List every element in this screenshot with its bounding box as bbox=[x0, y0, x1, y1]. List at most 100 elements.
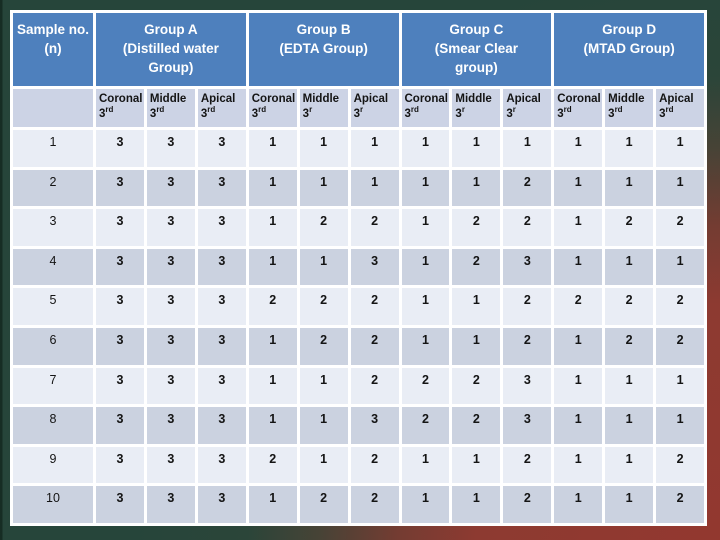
data-cell: 3 bbox=[197, 446, 246, 484]
data-cell: 3 bbox=[197, 327, 246, 365]
data-cell: 1 bbox=[554, 209, 603, 246]
data-cell: 1 bbox=[605, 367, 654, 405]
data-cell: 1 bbox=[656, 367, 704, 405]
data-cell: 3 bbox=[146, 407, 195, 444]
data-cell: 1 bbox=[554, 446, 603, 484]
subheader-g2-middle: Middle 3r bbox=[299, 89, 348, 127]
data-cell: 3 bbox=[146, 288, 195, 325]
data-cell: 1 bbox=[656, 130, 704, 167]
data-cell: 1 bbox=[248, 367, 297, 405]
data-cell: 3 bbox=[146, 367, 195, 405]
data-cell: 2 bbox=[605, 288, 654, 325]
data-cell: 2 bbox=[503, 169, 552, 207]
data-cell: 1 bbox=[503, 130, 552, 167]
data-cell: 1 bbox=[605, 130, 654, 167]
data-cell: 1 bbox=[656, 248, 704, 286]
subheader-g3-coronal: Coronal 3rd bbox=[401, 89, 450, 127]
data-cell: 1 bbox=[605, 169, 654, 207]
data-cell: 2 bbox=[656, 288, 704, 325]
data-cell: 2 bbox=[452, 248, 501, 286]
data-cell: 1 bbox=[401, 486, 450, 523]
sample-cell: 8 bbox=[13, 407, 93, 444]
data-cell: 2 bbox=[350, 367, 399, 405]
data-cell: 1 bbox=[554, 367, 603, 405]
data-cell: 2 bbox=[656, 446, 704, 484]
data-cell: 3 bbox=[350, 248, 399, 286]
data-cell: 1 bbox=[452, 327, 501, 365]
subheader-g4-apical: Apical 3rd bbox=[656, 89, 704, 127]
data-cell: 2 bbox=[452, 209, 501, 246]
corner-header-line1: Sample no. bbox=[16, 22, 89, 37]
subheader-g1-coronal: Coronal 3rd bbox=[96, 89, 144, 127]
data-cell: 3 bbox=[96, 288, 144, 325]
data-cell: 3 bbox=[96, 209, 144, 246]
data-cell: 1 bbox=[605, 407, 654, 444]
data-cell: 1 bbox=[452, 446, 501, 484]
data-cell: 1 bbox=[554, 130, 603, 167]
data-cell: 1 bbox=[401, 130, 450, 167]
group-header-2: Group B (EDTA Group) bbox=[248, 13, 399, 86]
data-cell: 3 bbox=[197, 169, 246, 207]
sample-cell: 2 bbox=[13, 169, 93, 207]
data-cell: 2 bbox=[299, 209, 348, 246]
data-cell: 3 bbox=[197, 407, 246, 444]
data-cell: 2 bbox=[248, 288, 297, 325]
group-header-1: Group A (Distilled water Group) bbox=[96, 13, 246, 86]
data-cell: 2 bbox=[350, 446, 399, 484]
data-cell: 1 bbox=[248, 486, 297, 523]
group-header-4: Group D (MTAD Group) bbox=[554, 13, 704, 86]
data-cell: 3 bbox=[146, 446, 195, 484]
data-cell: 1 bbox=[452, 169, 501, 207]
data-cell: 1 bbox=[248, 327, 297, 365]
data-cell: 1 bbox=[248, 248, 297, 286]
data-cell: 1 bbox=[554, 407, 603, 444]
data-cell: 1 bbox=[350, 169, 399, 207]
subheader-g2-coronal: Coronal 3rd bbox=[248, 89, 297, 127]
data-cell: 1 bbox=[299, 446, 348, 484]
subheader-g1-apical: Apical 3rd bbox=[197, 89, 246, 127]
data-cell: 1 bbox=[401, 209, 450, 246]
data-cell: 1 bbox=[401, 446, 450, 484]
data-cell: 3 bbox=[146, 248, 195, 286]
data-cell: 3 bbox=[146, 169, 195, 207]
data-cell: 2 bbox=[350, 486, 399, 523]
data-cell: 2 bbox=[248, 446, 297, 484]
data-cell: 3 bbox=[503, 367, 552, 405]
data-cell: 1 bbox=[554, 486, 603, 523]
data-cell: 3 bbox=[96, 446, 144, 484]
data-cell: 1 bbox=[452, 288, 501, 325]
data-cell: 1 bbox=[605, 248, 654, 286]
data-cell: 1 bbox=[605, 446, 654, 484]
data-cell: 1 bbox=[248, 209, 297, 246]
data-cell: 1 bbox=[452, 130, 501, 167]
corner-header: Sample no. (n) bbox=[13, 13, 93, 86]
data-cell: 3 bbox=[146, 209, 195, 246]
subheader-g2-apical: Apical 3r bbox=[350, 89, 399, 127]
data-cell: 2 bbox=[401, 407, 450, 444]
data-cell: 1 bbox=[605, 486, 654, 523]
data-cell: 3 bbox=[197, 248, 246, 286]
sample-cell: 5 bbox=[13, 288, 93, 325]
subheader-g1-middle: Middle 3rd bbox=[146, 89, 195, 127]
data-cell: 2 bbox=[452, 407, 501, 444]
data-cell: 2 bbox=[452, 367, 501, 405]
data-cell: 2 bbox=[656, 327, 704, 365]
data-cell: 1 bbox=[401, 327, 450, 365]
sample-cell: 1 bbox=[13, 130, 93, 167]
data-cell: 2 bbox=[554, 288, 603, 325]
data-cell: 3 bbox=[96, 130, 144, 167]
data-cell: 1 bbox=[554, 327, 603, 365]
data-cell: 2 bbox=[503, 209, 552, 246]
sample-cell: 10 bbox=[13, 486, 93, 523]
data-cell: 1 bbox=[401, 169, 450, 207]
data-cell: 2 bbox=[401, 367, 450, 405]
data-cell: 1 bbox=[299, 130, 348, 167]
data-cell: 3 bbox=[96, 407, 144, 444]
data-cell: 1 bbox=[554, 169, 603, 207]
data-cell: 2 bbox=[503, 446, 552, 484]
sample-cell: 4 bbox=[13, 248, 93, 286]
data-cell: 1 bbox=[248, 169, 297, 207]
data-cell: 3 bbox=[197, 367, 246, 405]
data-cell: 2 bbox=[656, 209, 704, 246]
